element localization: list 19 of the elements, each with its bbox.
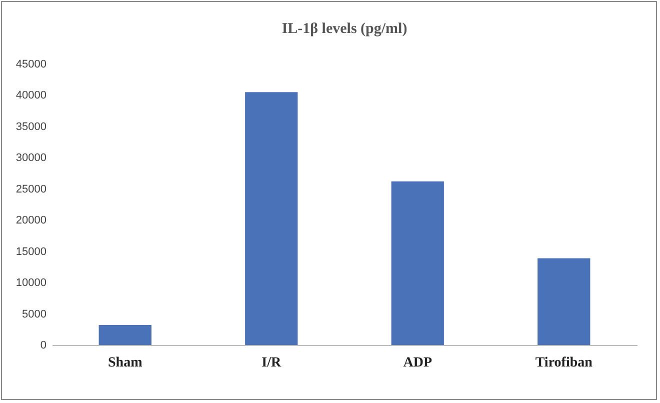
x-tick-label: Tirofiban [535, 356, 593, 370]
x-tick-label: I/R [262, 356, 282, 370]
bar [98, 325, 152, 345]
bar [538, 258, 590, 345]
y-tick-label: 35000 [16, 120, 46, 133]
y-tick-label: 0 [40, 340, 46, 352]
x-tick-label: Sham [108, 356, 143, 370]
y-tick-label: 10000 [16, 277, 46, 290]
y-tick-label: 25000 [16, 183, 46, 196]
bar [391, 181, 444, 345]
y-tick-label: 30000 [16, 152, 46, 164]
y-tick-label: 5000 [22, 308, 46, 320]
bar [245, 92, 298, 345]
y-tick-label: 45000 [16, 58, 46, 70]
chart-title: IL-1β levels (pg/ml) [282, 21, 408, 37]
y-tick-label: 40000 [16, 90, 46, 102]
y-tick-label: 20000 [16, 214, 46, 227]
y-tick-label: 15000 [16, 246, 46, 258]
x-tick-label: ADP [403, 356, 432, 370]
